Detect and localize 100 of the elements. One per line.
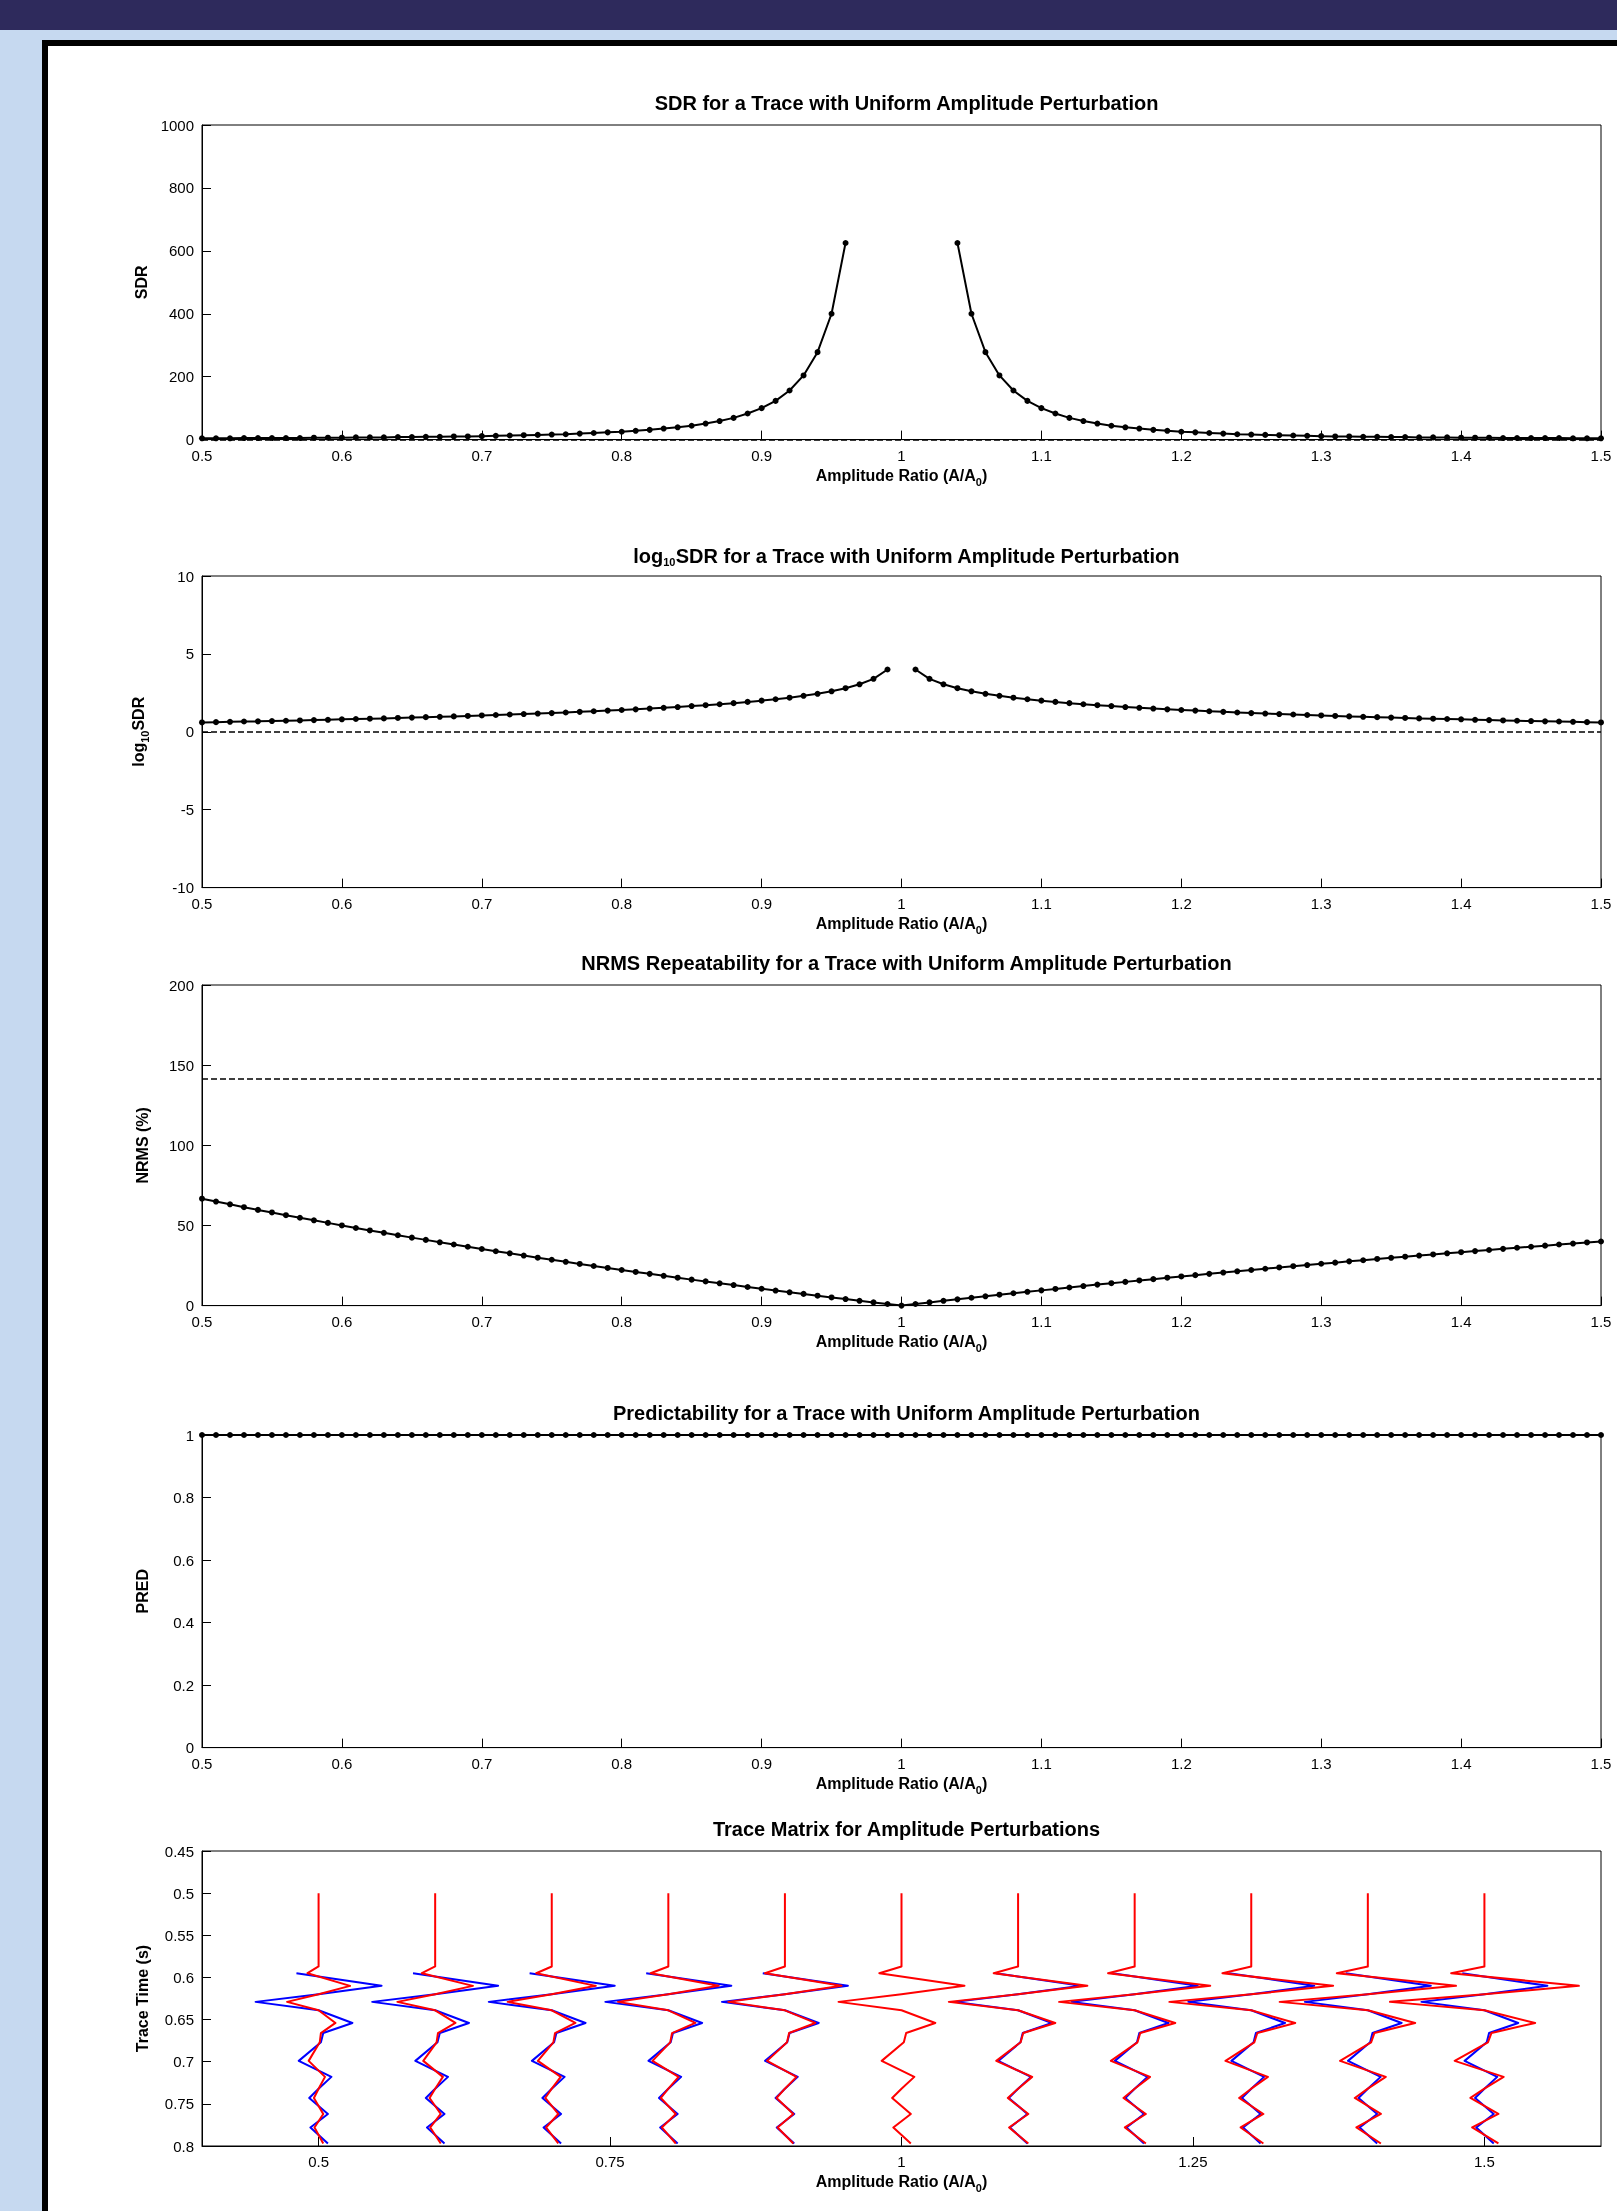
x-tick-label: 1: [897, 1754, 906, 1772]
y-tick-label: 0.55: [164, 1926, 194, 1944]
x-tick-label: 0.8: [611, 446, 633, 464]
x-tick-label: 1.5: [1590, 1754, 1612, 1772]
x-tick-label: 0.7: [471, 446, 493, 464]
x-tick-label: 0.7: [471, 1312, 493, 1330]
y-tick-label: 100: [168, 1136, 194, 1154]
line-series: [720, 1972, 849, 2145]
x-tick-label: 1: [897, 2153, 906, 2170]
y-tick-label: 800: [168, 179, 194, 197]
y-axis-title: PRED: [133, 1569, 151, 1614]
x-tick-label: 0.7: [471, 894, 493, 912]
line-series: [1070, 1972, 1199, 2145]
y-tick-label: 0.6: [173, 1968, 194, 1986]
y-tick-label: 0.2: [173, 1676, 194, 1694]
line-series: [487, 1972, 616, 2145]
x-tick-label: 0.8: [611, 1754, 633, 1772]
y-tick-label: 0: [185, 431, 194, 449]
y-axis-title: SDR: [133, 264, 151, 300]
x-tick-label: 1.4: [1450, 894, 1472, 912]
y-axis-title: NRMS (%): [133, 1107, 151, 1184]
y-tick-label: 1: [185, 1426, 194, 1444]
line-series: [837, 1892, 966, 2145]
x-tick-label: 1.5: [1590, 894, 1612, 912]
y-tick-label: 0.65: [164, 2011, 194, 2029]
x-tick-label: 1: [897, 1312, 906, 1330]
y-tick-label: 0.8: [173, 1489, 194, 1507]
x-tick-label: 1.4: [1450, 1312, 1472, 1330]
y-tick-label: 1000: [160, 116, 194, 134]
x-tick-label: 1.4: [1450, 446, 1472, 464]
x-tick-label: 1: [897, 894, 906, 912]
x-tick-label: 1.2: [1170, 446, 1192, 464]
y-tick-label: 0: [185, 723, 194, 741]
y-tick-label: 0: [185, 1297, 194, 1315]
y-tick-label: 10: [177, 567, 194, 585]
y-tick-label: 0.4: [173, 1614, 194, 1632]
x-tick-label: 0.9: [751, 894, 773, 912]
line-series: [396, 1892, 474, 2145]
chart-title: SDR for a Trace with Uniform Amplitude Perturbation: [654, 92, 1159, 114]
x-tick-label: 1.2: [1170, 894, 1192, 912]
chart-title: NRMS Repeatability for a Trace with Uniform Amplitude Perturbation: [581, 952, 1232, 974]
line-series: [604, 1972, 733, 2145]
x-tick-label: 0.6: [331, 1312, 353, 1330]
y-axis-title: Trace Time (s): [133, 1944, 151, 2053]
y-tick-label: 0.8: [173, 2137, 194, 2155]
x-tick-label: 1.1: [1030, 894, 1052, 912]
x-tick-label: 0.9: [751, 1754, 773, 1772]
x-tick-label: 1.3: [1310, 446, 1332, 464]
line-series: [1187, 1972, 1316, 2145]
line-series: [1388, 1892, 1580, 2145]
x-tick-label: 1.1: [1030, 1312, 1052, 1330]
line-series: [1058, 1892, 1212, 2145]
y-tick-label: 0.5: [173, 1884, 194, 1902]
y-axis-title: log10SDR: [130, 696, 151, 767]
x-tick-label: 0.6: [331, 1754, 353, 1772]
line-series: [616, 1892, 720, 2145]
chart-title: Trace Matrix for Amplitude Perturbations: [712, 1818, 1101, 1840]
line-series: [1303, 1972, 1432, 2145]
line-series: [506, 1892, 597, 2145]
line-series: [286, 1892, 352, 2145]
x-tick-label: 0.8: [611, 1312, 633, 1330]
x-tick-label: 1.25: [1178, 2153, 1208, 2170]
line-series: [371, 1972, 500, 2145]
y-tick-label: 0: [185, 1739, 194, 1757]
y-tick-label: 0.75: [164, 2095, 194, 2113]
y-tick-label: 0.45: [164, 1842, 194, 1860]
y-tick-label: 600: [168, 242, 194, 260]
chart-title: Predictability for a Trace with Uniform Amplitude Perturbation: [612, 1402, 1201, 1424]
y-tick-label: 150: [168, 1056, 194, 1074]
x-tick-label: 0.8: [611, 894, 633, 912]
x-tick-label: 1.5: [1590, 1312, 1612, 1330]
x-tick-label: 1.5: [1473, 2153, 1495, 2170]
x-tick-label: 1.2: [1170, 1754, 1192, 1772]
x-tick-label: 1.1: [1030, 446, 1052, 464]
x-tick-label: 0.5: [308, 2153, 330, 2170]
y-tick-label: -5: [180, 801, 194, 819]
x-tick-label: 0.9: [751, 446, 773, 464]
y-tick-label: 50: [177, 1216, 194, 1234]
x-tick-label: 0.6: [331, 894, 353, 912]
x-tick-label: 1.1: [1030, 1754, 1052, 1772]
x-tick-label: 1.3: [1310, 894, 1332, 912]
x-tick-label: 1.5: [1590, 446, 1612, 464]
x-tick-label: 0.9: [751, 1312, 773, 1330]
line-series: [1168, 1892, 1335, 2145]
y-tick-label: 200: [168, 368, 194, 386]
y-tick-label: -10: [172, 879, 194, 897]
x-tick-label: 1.2: [1170, 1312, 1192, 1330]
x-tick-label: 1.3: [1310, 1312, 1332, 1330]
line-series: [1420, 1972, 1549, 2145]
y-tick-label: 400: [168, 305, 194, 323]
y-tick-label: 0.6: [173, 1551, 194, 1569]
y-tick-label: 5: [185, 645, 194, 663]
y-tick-label: 0.7: [173, 2053, 194, 2071]
x-tick-label: 1.3: [1310, 1754, 1332, 1772]
line-series: [254, 1972, 383, 2145]
x-tick-label: 0.6: [331, 446, 353, 464]
x-tick-label: 1.4: [1450, 1754, 1472, 1772]
line-series: [947, 1892, 1089, 2145]
x-tick-label: 0.7: [471, 1754, 493, 1772]
line-series: [1278, 1892, 1457, 2145]
